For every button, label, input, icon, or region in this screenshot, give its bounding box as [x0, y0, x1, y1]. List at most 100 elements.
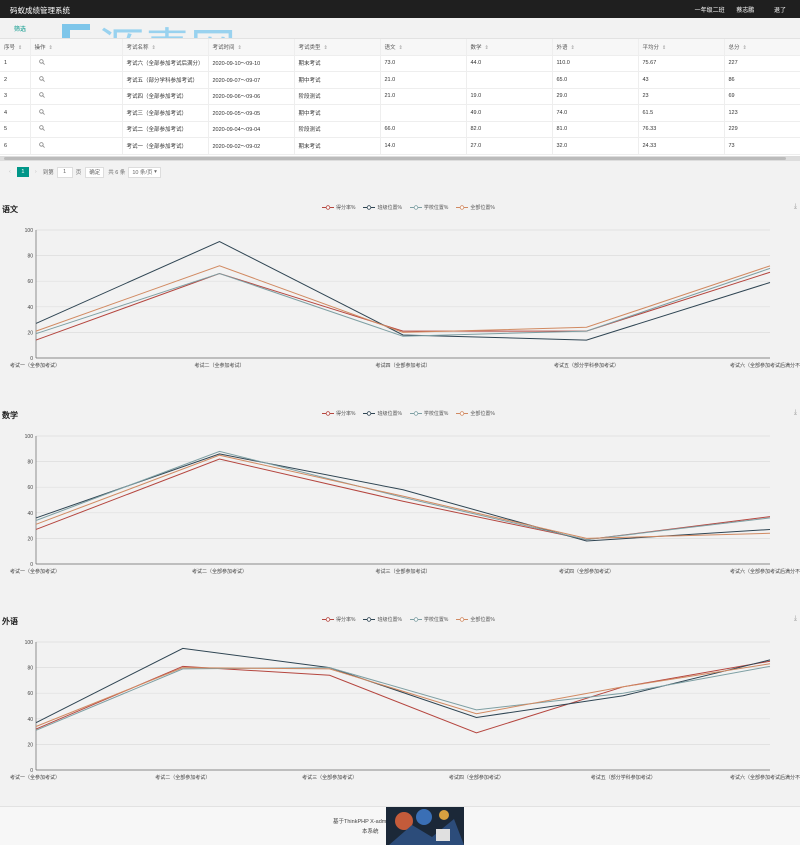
action-cell[interactable] — [30, 55, 123, 72]
column-header[interactable]: 考试时间 ⇕ — [208, 39, 295, 56]
sort-icon[interactable]: ⇕ — [48, 44, 53, 51]
table-header-row: 序号 ⇕ 操作 ⇕ 考试名称 ⇕ 考试时间 ⇕ 考试类型 ⇕ 语文 ⇕ 数学 ⇕ 外语 ⇕ 平均分 ⇕ 总分 ⇕ — [0, 39, 800, 56]
table-row[interactable]: 3 考试四（全部参加考试） 2020-09-06～09-06 阶段测试 21.0 19.0… — [0, 88, 800, 105]
x-tick-label: 考试六（全部参加考试后满分不同） — [730, 362, 800, 369]
sort-icon[interactable]: ⇕ — [323, 44, 328, 51]
legend-item[interactable]: 得分率% — [322, 204, 355, 211]
legend-item[interactable]: 学校位置% — [409, 616, 448, 623]
next-page-icon[interactable]: › — [34, 169, 37, 175]
goto-confirm-button[interactable]: 确定 — [85, 166, 105, 178]
column-header[interactable]: 操作 ⇕ — [30, 39, 123, 56]
search-icon[interactable] — [38, 92, 45, 99]
search-icon[interactable] — [38, 125, 45, 132]
action-cell[interactable] — [30, 104, 123, 122]
table-cell: 2020-09-06～09-06 — [208, 88, 295, 105]
sort-icon[interactable]: ⇕ — [484, 44, 489, 51]
user-area: 一年级二班 蔡志鹏 退了 — [685, 5, 786, 14]
column-header-label: 序号 — [4, 44, 16, 51]
table-cell: 74.0 — [552, 104, 639, 122]
table-cell: 75.67 — [638, 55, 725, 72]
column-header[interactable]: 考试名称 ⇕ — [122, 39, 209, 56]
table-row[interactable]: 5 考试二（全部参加考试） 2020-09-04～09-04 阶段测试 66.0 82.0… — [0, 121, 800, 138]
column-header[interactable]: 序号 ⇕ — [0, 39, 31, 56]
class-label[interactable]: 一年级二班 — [694, 8, 725, 14]
download-icon[interactable]: ⤓ — [793, 203, 797, 210]
column-header[interactable]: 总分 ⇕ — [724, 39, 800, 56]
legend-item[interactable]: 全部位置% — [456, 410, 495, 417]
table-cell: 76.33 — [638, 121, 725, 138]
series-line[interactable] — [35, 240, 771, 341]
sort-icon[interactable]: ⇕ — [742, 44, 747, 51]
legend-item[interactable]: 学校位置% — [409, 204, 448, 211]
total-count: 共 6 条 — [108, 170, 126, 176]
legend-item[interactable]: 全部位置% — [456, 616, 495, 623]
legend-label: 得分率% — [336, 205, 356, 211]
sort-icon[interactable]: ⇕ — [662, 44, 667, 51]
table-cell: 21.0 — [380, 88, 467, 105]
action-cell[interactable] — [30, 71, 123, 89]
legend-label: 全部位置% — [470, 411, 495, 417]
column-header[interactable]: 平均分 ⇕ — [638, 39, 725, 56]
table-cell: 期末考试 — [294, 55, 381, 72]
series-line[interactable] — [35, 454, 771, 539]
legend-item[interactable]: 班级位置% — [363, 204, 402, 211]
horizontal-scrollbar[interactable] — [0, 156, 800, 161]
prev-page-icon[interactable]: ‹ — [9, 169, 11, 175]
footer-system: 本系统 — [362, 829, 379, 835]
series-line[interactable] — [35, 267, 771, 337]
column-header[interactable]: 语文 ⇕ — [380, 39, 467, 56]
column-header[interactable]: 数学 ⇕ — [466, 39, 553, 56]
x-tick-label: 考试五（部分学科参加考试） — [554, 362, 619, 369]
series-line[interactable] — [35, 271, 771, 341]
page-current[interactable]: 1 — [16, 167, 29, 177]
action-cell[interactable] — [30, 121, 123, 138]
series-line[interactable] — [35, 663, 771, 727]
legend-item[interactable]: 得分率% — [322, 616, 355, 623]
chart-legend: 得分率% 班级位置% 学校位置% 全部位置% — [322, 410, 503, 417]
table-row[interactable]: 2 考试五（部分学科参加考试） 2020-09-07～09-07 期中考试 21.0 65… — [0, 71, 800, 89]
series-line[interactable] — [35, 450, 771, 541]
sort-icon[interactable]: ⇕ — [398, 44, 403, 51]
x-tick-label: 考试一（全参加考试） — [10, 568, 60, 575]
search-icon[interactable] — [38, 108, 45, 115]
series-line[interactable] — [35, 665, 771, 731]
app-title: 码蚁成绩管理系统 — [10, 6, 70, 15]
search-icon[interactable] — [38, 75, 45, 82]
action-cell[interactable] — [30, 88, 123, 105]
legend-item[interactable]: 班级位置% — [363, 616, 402, 623]
table-row[interactable]: 6 考试一（全部参加考试） 2020-09-02～09-02 期末考试 14.0 27.0… — [0, 137, 800, 155]
series-line[interactable] — [35, 458, 771, 541]
y-tick-label: 100 — [25, 228, 34, 234]
search-icon[interactable] — [38, 141, 45, 148]
download-icon[interactable]: ⤓ — [793, 615, 797, 622]
series-line[interactable] — [35, 660, 771, 734]
per-page-select[interactable]: 10 条/页 ▾ — [128, 166, 161, 178]
table-row[interactable]: 1 考试六（全部参加考试后满分） 2020-09-10～09-10 期末考试 73.0 4… — [0, 55, 800, 72]
user-name[interactable]: 蔡志鹏 — [736, 8, 755, 14]
x-tick-label: 考试四（全部参加考试） — [559, 568, 614, 575]
sort-icon[interactable]: ⇕ — [18, 44, 23, 51]
legend-item[interactable]: 得分率% — [322, 410, 355, 417]
column-header[interactable]: 考试类型 ⇕ — [294, 39, 381, 56]
logout-link[interactable]: 退了 — [773, 8, 786, 14]
sort-icon[interactable]: ⇕ — [237, 44, 242, 51]
legend-item[interactable]: 学校位置% — [409, 410, 449, 417]
legend-marker-icon — [322, 411, 334, 416]
table-row[interactable]: 4 考试三（全部参加考试） 2020-09-05～09-05 期中考试 49.0 74.0… — [0, 104, 800, 122]
filter-toggle[interactable]: 筛选 — [14, 27, 27, 33]
scrollbar-thumb[interactable] — [4, 157, 786, 160]
sort-icon[interactable]: ⇕ — [570, 44, 575, 51]
legend-item[interactable]: 全部位置% — [456, 204, 495, 211]
series-line[interactable] — [35, 265, 771, 333]
legend-label: 学校位置% — [423, 411, 449, 417]
search-icon[interactable] — [38, 59, 45, 66]
series-line[interactable] — [35, 647, 771, 724]
y-tick-label: 60 — [27, 485, 33, 491]
column-header[interactable]: 外语 ⇕ — [552, 39, 639, 56]
download-icon[interactable]: ⤓ — [793, 409, 797, 416]
legend-item[interactable]: 班级位置% — [363, 410, 402, 417]
x-tick-label: 考试六（全部参加考试后满分不同） — [730, 568, 800, 575]
action-cell[interactable] — [30, 137, 123, 155]
sort-icon[interactable]: ⇕ — [151, 44, 156, 51]
goto-page-input[interactable]: 1 — [56, 166, 73, 178]
